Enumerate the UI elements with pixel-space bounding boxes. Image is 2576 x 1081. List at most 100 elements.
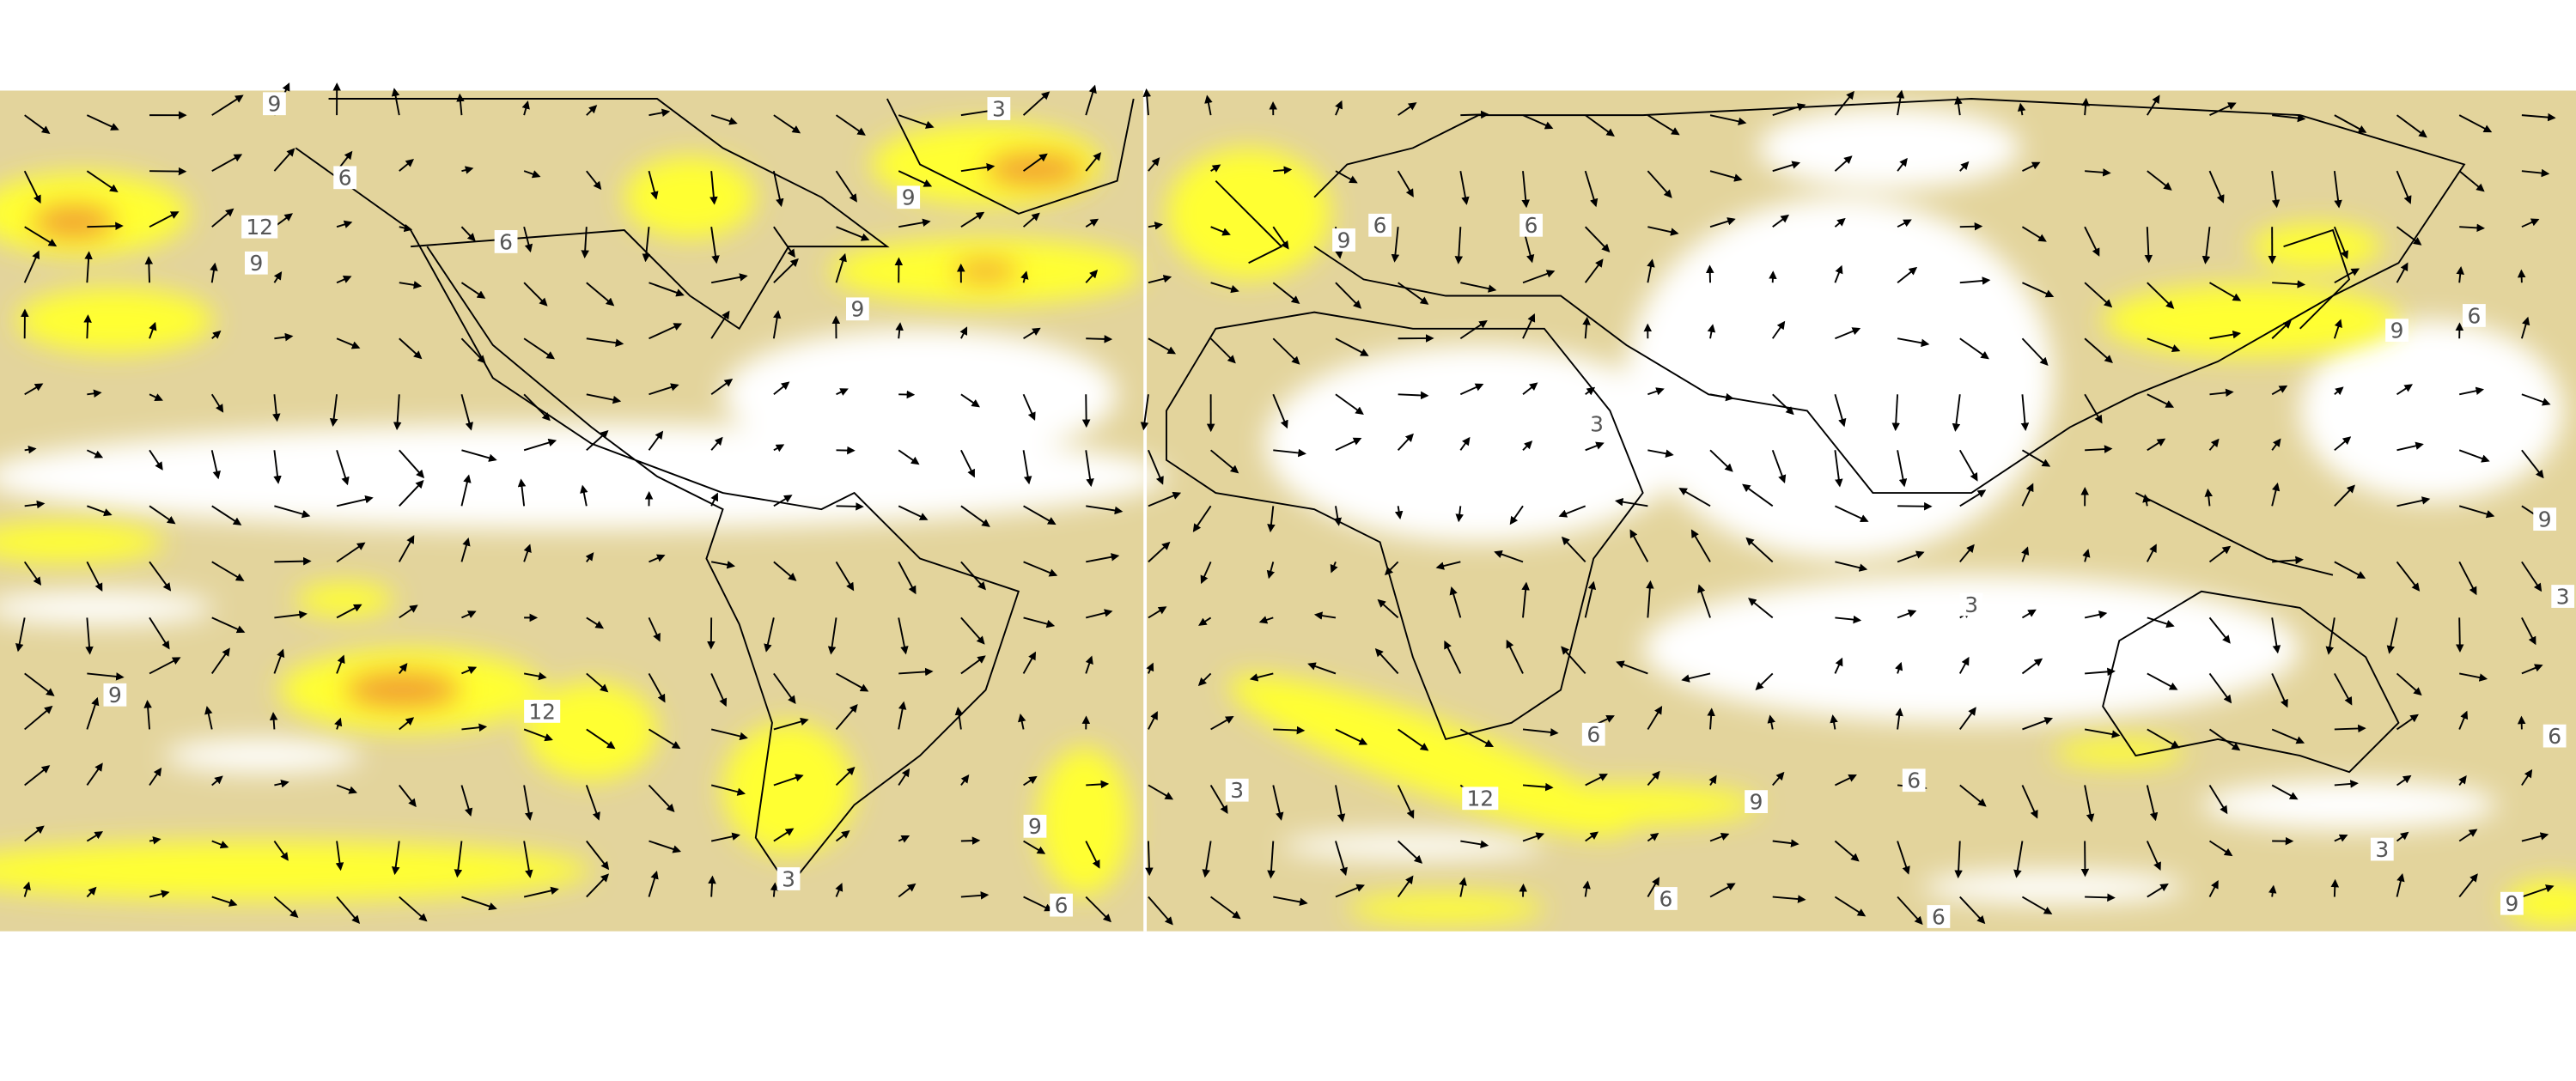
contour-label: 9 — [850, 297, 864, 322]
vector — [1895, 708, 1903, 730]
vector — [1148, 606, 1167, 619]
vector — [86, 762, 103, 786]
vector — [1709, 170, 1743, 182]
vector — [1200, 561, 1212, 585]
vector — [2020, 394, 2030, 432]
contour-label: 3 — [1230, 778, 1244, 803]
vector — [2458, 775, 2467, 786]
vector — [2521, 561, 2543, 592]
vector — [86, 831, 104, 842]
vector — [211, 840, 229, 849]
vector — [1398, 728, 1429, 751]
contour-label: 9 — [902, 185, 916, 210]
vector — [1509, 505, 1524, 525]
vector — [1085, 896, 1111, 923]
vector — [585, 552, 594, 562]
vector — [895, 322, 904, 339]
vector — [1086, 335, 1113, 343]
vector — [1398, 391, 1429, 400]
vector — [1521, 171, 1530, 209]
vector — [1020, 270, 1029, 283]
vector — [1374, 647, 1399, 675]
vector — [960, 655, 986, 675]
vector — [1335, 437, 1362, 452]
vector — [586, 873, 610, 898]
vector — [1681, 672, 1711, 683]
vector — [1085, 152, 1102, 172]
vector — [1834, 774, 1857, 786]
label-box — [1368, 213, 1392, 237]
contour-label: 6 — [499, 229, 513, 254]
label-box — [2463, 304, 2486, 327]
vector — [1081, 394, 1091, 428]
vector — [2208, 170, 2225, 203]
vector — [586, 337, 624, 347]
label-box — [524, 700, 561, 723]
vector — [2521, 393, 2551, 406]
vector — [399, 784, 417, 808]
vector — [461, 610, 477, 619]
vector — [898, 561, 917, 595]
vector — [954, 707, 964, 730]
vector — [710, 728, 748, 741]
vector — [773, 495, 793, 507]
vector — [1384, 561, 1399, 576]
vector — [2396, 831, 2409, 842]
vector — [1022, 91, 1050, 116]
vector — [1142, 88, 1152, 116]
vector — [2021, 785, 2038, 819]
vector — [1708, 774, 1717, 786]
vector — [2334, 484, 2355, 507]
vector — [2333, 226, 2348, 259]
vector — [460, 337, 486, 364]
vector — [149, 561, 172, 592]
vector — [1459, 436, 1471, 451]
vector — [1647, 833, 1659, 842]
vector — [2208, 438, 2220, 451]
vector — [454, 841, 463, 878]
vector — [710, 310, 730, 339]
vector — [1959, 544, 1975, 562]
vector — [835, 252, 847, 283]
label-box — [2551, 585, 2575, 608]
vector — [523, 785, 533, 821]
vector — [523, 671, 547, 681]
vector — [2013, 841, 2024, 878]
vector — [2396, 672, 2422, 696]
vector — [1834, 217, 1846, 228]
vector — [585, 785, 600, 821]
vector — [336, 604, 362, 619]
vector — [1210, 715, 1234, 731]
vector — [2334, 436, 2352, 452]
vector — [149, 393, 163, 401]
vector — [2521, 884, 2555, 898]
vector — [1834, 840, 1860, 862]
vector — [1959, 276, 1991, 285]
vector — [398, 535, 415, 562]
vector — [399, 223, 413, 233]
vector — [1459, 170, 1470, 205]
vector — [2147, 282, 2175, 309]
vector — [461, 166, 474, 174]
vector — [960, 616, 985, 645]
vector — [1835, 561, 1868, 572]
vector — [336, 654, 345, 674]
vector — [586, 840, 610, 871]
vector — [773, 258, 799, 283]
vector — [2147, 393, 2175, 408]
vector — [1086, 780, 1110, 789]
vector — [391, 88, 400, 116]
contour-label: 3 — [1964, 592, 1978, 617]
vector — [2147, 170, 2172, 191]
vector — [1584, 258, 1604, 283]
vector — [2085, 893, 2116, 902]
vector — [1585, 114, 1615, 137]
contour-label: 3 — [2556, 584, 2570, 609]
contour-label: 6 — [1586, 722, 1600, 747]
vector — [1148, 491, 1182, 507]
vector — [1772, 214, 1790, 228]
vector — [1192, 505, 1212, 532]
vector — [1140, 394, 1149, 431]
vector — [1249, 672, 1274, 682]
label-box — [1023, 814, 1047, 838]
